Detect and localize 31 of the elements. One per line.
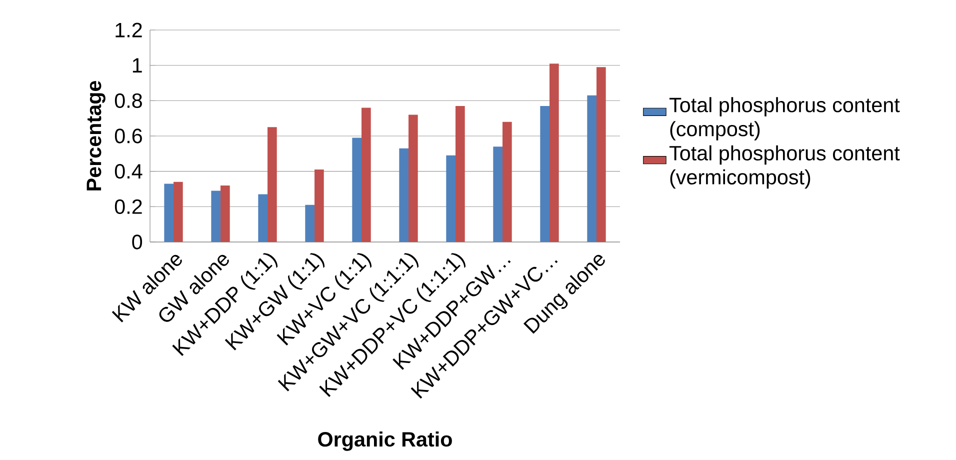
y-tick-label: 1.2	[116, 22, 142, 38]
y-tick-label: 0.6	[114, 128, 142, 144]
bar	[596, 67, 606, 242]
bar	[540, 106, 550, 242]
legend-label: Total phosphorus content (vermicompost)	[669, 145, 900, 189]
bar	[211, 190, 221, 242]
y-tick-label: 1	[132, 58, 142, 72]
y-tick-label: 0.8	[114, 93, 142, 108]
bar	[399, 148, 409, 242]
bar	[446, 155, 456, 242]
bar	[362, 108, 371, 242]
bar	[408, 114, 418, 242]
x-axis-title: Organic Ratio	[318, 431, 452, 451]
bar	[220, 185, 230, 242]
bar	[352, 138, 362, 242]
bar	[550, 64, 559, 242]
bar	[502, 122, 512, 242]
bar	[314, 170, 324, 242]
bar	[587, 95, 596, 242]
legend-label: Total phosphorus content (compost)	[669, 97, 900, 140]
y-tick-label: 0.2	[114, 199, 142, 214]
bar	[164, 184, 174, 242]
y-axis-title: Percentage	[86, 80, 106, 190]
bar	[456, 106, 465, 242]
y-tick-label: 0	[132, 234, 142, 250]
bar	[493, 146, 502, 242]
bar	[268, 127, 277, 242]
y-tick-label: 0.4	[114, 164, 142, 179]
bar	[305, 204, 315, 242]
bar	[174, 182, 183, 242]
bar	[258, 194, 268, 242]
